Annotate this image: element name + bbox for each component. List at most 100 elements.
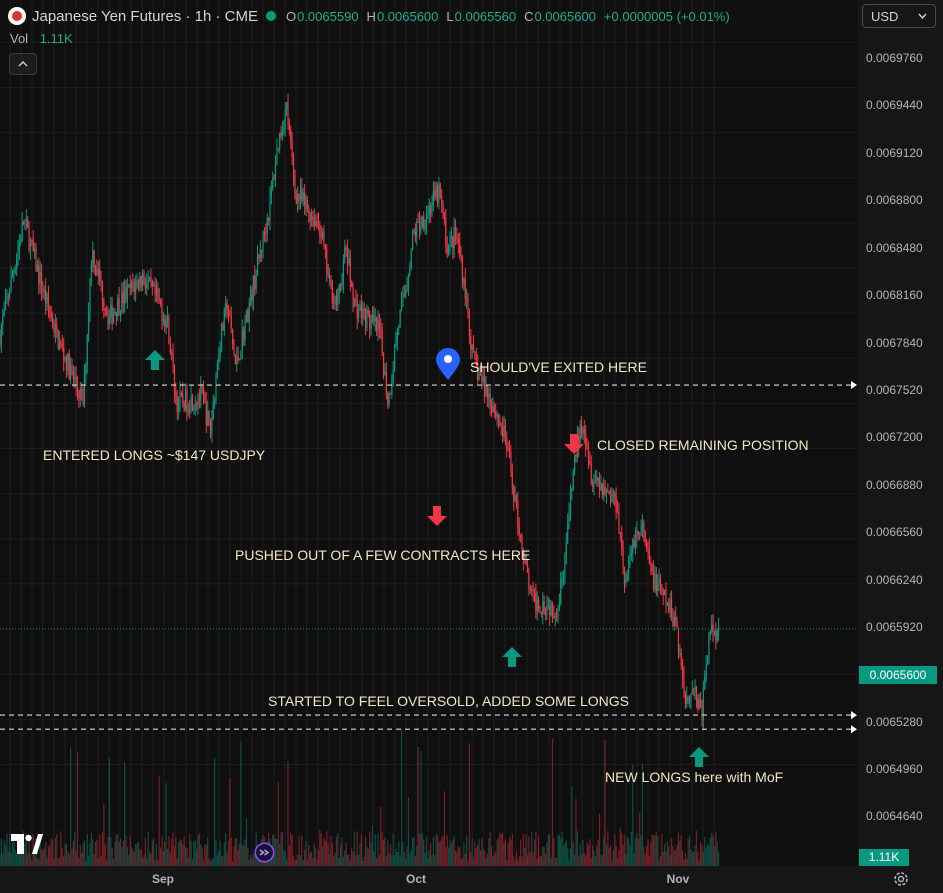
chart-canvas[interactable] [0,0,858,866]
candle-body [94,267,97,270]
volume-bar [248,859,250,866]
candle-body [280,133,282,137]
y-tick-label: 0.0065920 [866,620,923,634]
volume-bar [457,845,459,866]
candle-body [373,315,375,322]
volume-bar [43,848,45,866]
symbol-legend[interactable]: Japanese Yen Futures · 1h · CME O 0.0065… [8,5,738,27]
volume-bar [283,849,285,866]
volume-bar [349,860,351,866]
volume-bar [161,835,163,866]
candle-body [615,497,617,512]
candle-body [675,616,677,622]
volume-bar [121,847,123,866]
volume-bar [78,857,80,866]
volume-bar [154,859,156,866]
volume-bar [323,837,325,866]
volume-bar [410,850,412,866]
replay-icon[interactable] [254,842,275,868]
volume-bar [381,831,383,866]
candle-body [428,205,430,215]
candle-body [528,572,530,589]
candle-body [216,363,218,375]
candle-body [492,406,494,413]
candle-body [564,554,566,575]
gear-icon[interactable] [892,870,910,893]
volume-bar [173,846,176,866]
candle-body [639,533,641,535]
candle-body [108,317,110,325]
candle-body [247,309,249,323]
candle-body [558,603,560,609]
chevron-down-icon [918,13,927,19]
volume-bar [10,852,12,866]
candle-body [363,308,365,310]
candle-body [695,685,698,698]
volume-bar [439,840,441,866]
volume-bar [604,739,606,866]
volume-bar [367,848,369,866]
candle-body [387,394,389,405]
candle-body [628,560,630,574]
candle-body [254,275,256,290]
volume-bar [396,851,398,866]
volume-bar [464,853,466,866]
market-status-dot-icon[interactable] [265,11,276,21]
currency-select[interactable]: USD [862,4,936,28]
candle-body [2,316,4,327]
volume-bar [252,853,254,866]
partial-exit-arrow-icon [427,506,447,526]
candle-body [445,218,447,246]
volume-bar [384,837,386,866]
candle-body [0,326,2,345]
candle-body [176,396,178,412]
volume-bar [126,846,128,866]
volume-bar [666,841,668,866]
candle-body [58,341,61,349]
volume-bar [34,853,36,866]
volume-bar [709,837,711,866]
candle-body [395,341,397,346]
volume-bar [334,853,336,866]
volume-bar [633,853,635,866]
chart-plot-area[interactable]: SHOULD'VE EXITED HERE ENTERED LONGS ~$14… [0,0,858,866]
volume-bar [611,859,613,866]
volume-bar [103,804,105,866]
candle-body [664,589,666,595]
candle-body [265,233,267,235]
candle-body [698,700,700,709]
candle-body [567,522,569,543]
candle-body [497,413,500,420]
candle-body [18,241,20,250]
collapse-legend-button[interactable] [9,53,37,75]
volume-bar [482,849,484,866]
volume-bar [532,852,534,866]
candle-body [659,577,662,586]
volume-bar [652,835,655,866]
candle-body [448,244,450,254]
volume-bar [679,841,681,866]
volume-bar [122,840,124,866]
volume-bar [634,837,637,866]
volume-bar [74,831,76,866]
volume-bar [306,860,308,866]
volume-legend[interactable]: Vol 1.11K [10,31,73,46]
candle-body [371,315,374,321]
candle-body [370,320,372,329]
tradingview-logo-icon[interactable] [11,834,43,859]
volume-bar [39,838,41,866]
candle-body [438,184,440,202]
volume-bar [628,838,630,866]
volume-bar [567,848,569,866]
candle-body [378,320,380,330]
symbol-title[interactable]: Japanese Yen Futures · 1h · CME [32,7,258,25]
candle-body [330,275,332,282]
volume-bar [89,843,91,866]
candle-body [495,412,497,417]
volume-bar [345,842,347,866]
volume-bar [144,838,146,866]
volume-bar [182,844,184,866]
volume-bar [370,842,372,866]
candle-body [180,392,182,394]
candle-body [676,621,678,629]
